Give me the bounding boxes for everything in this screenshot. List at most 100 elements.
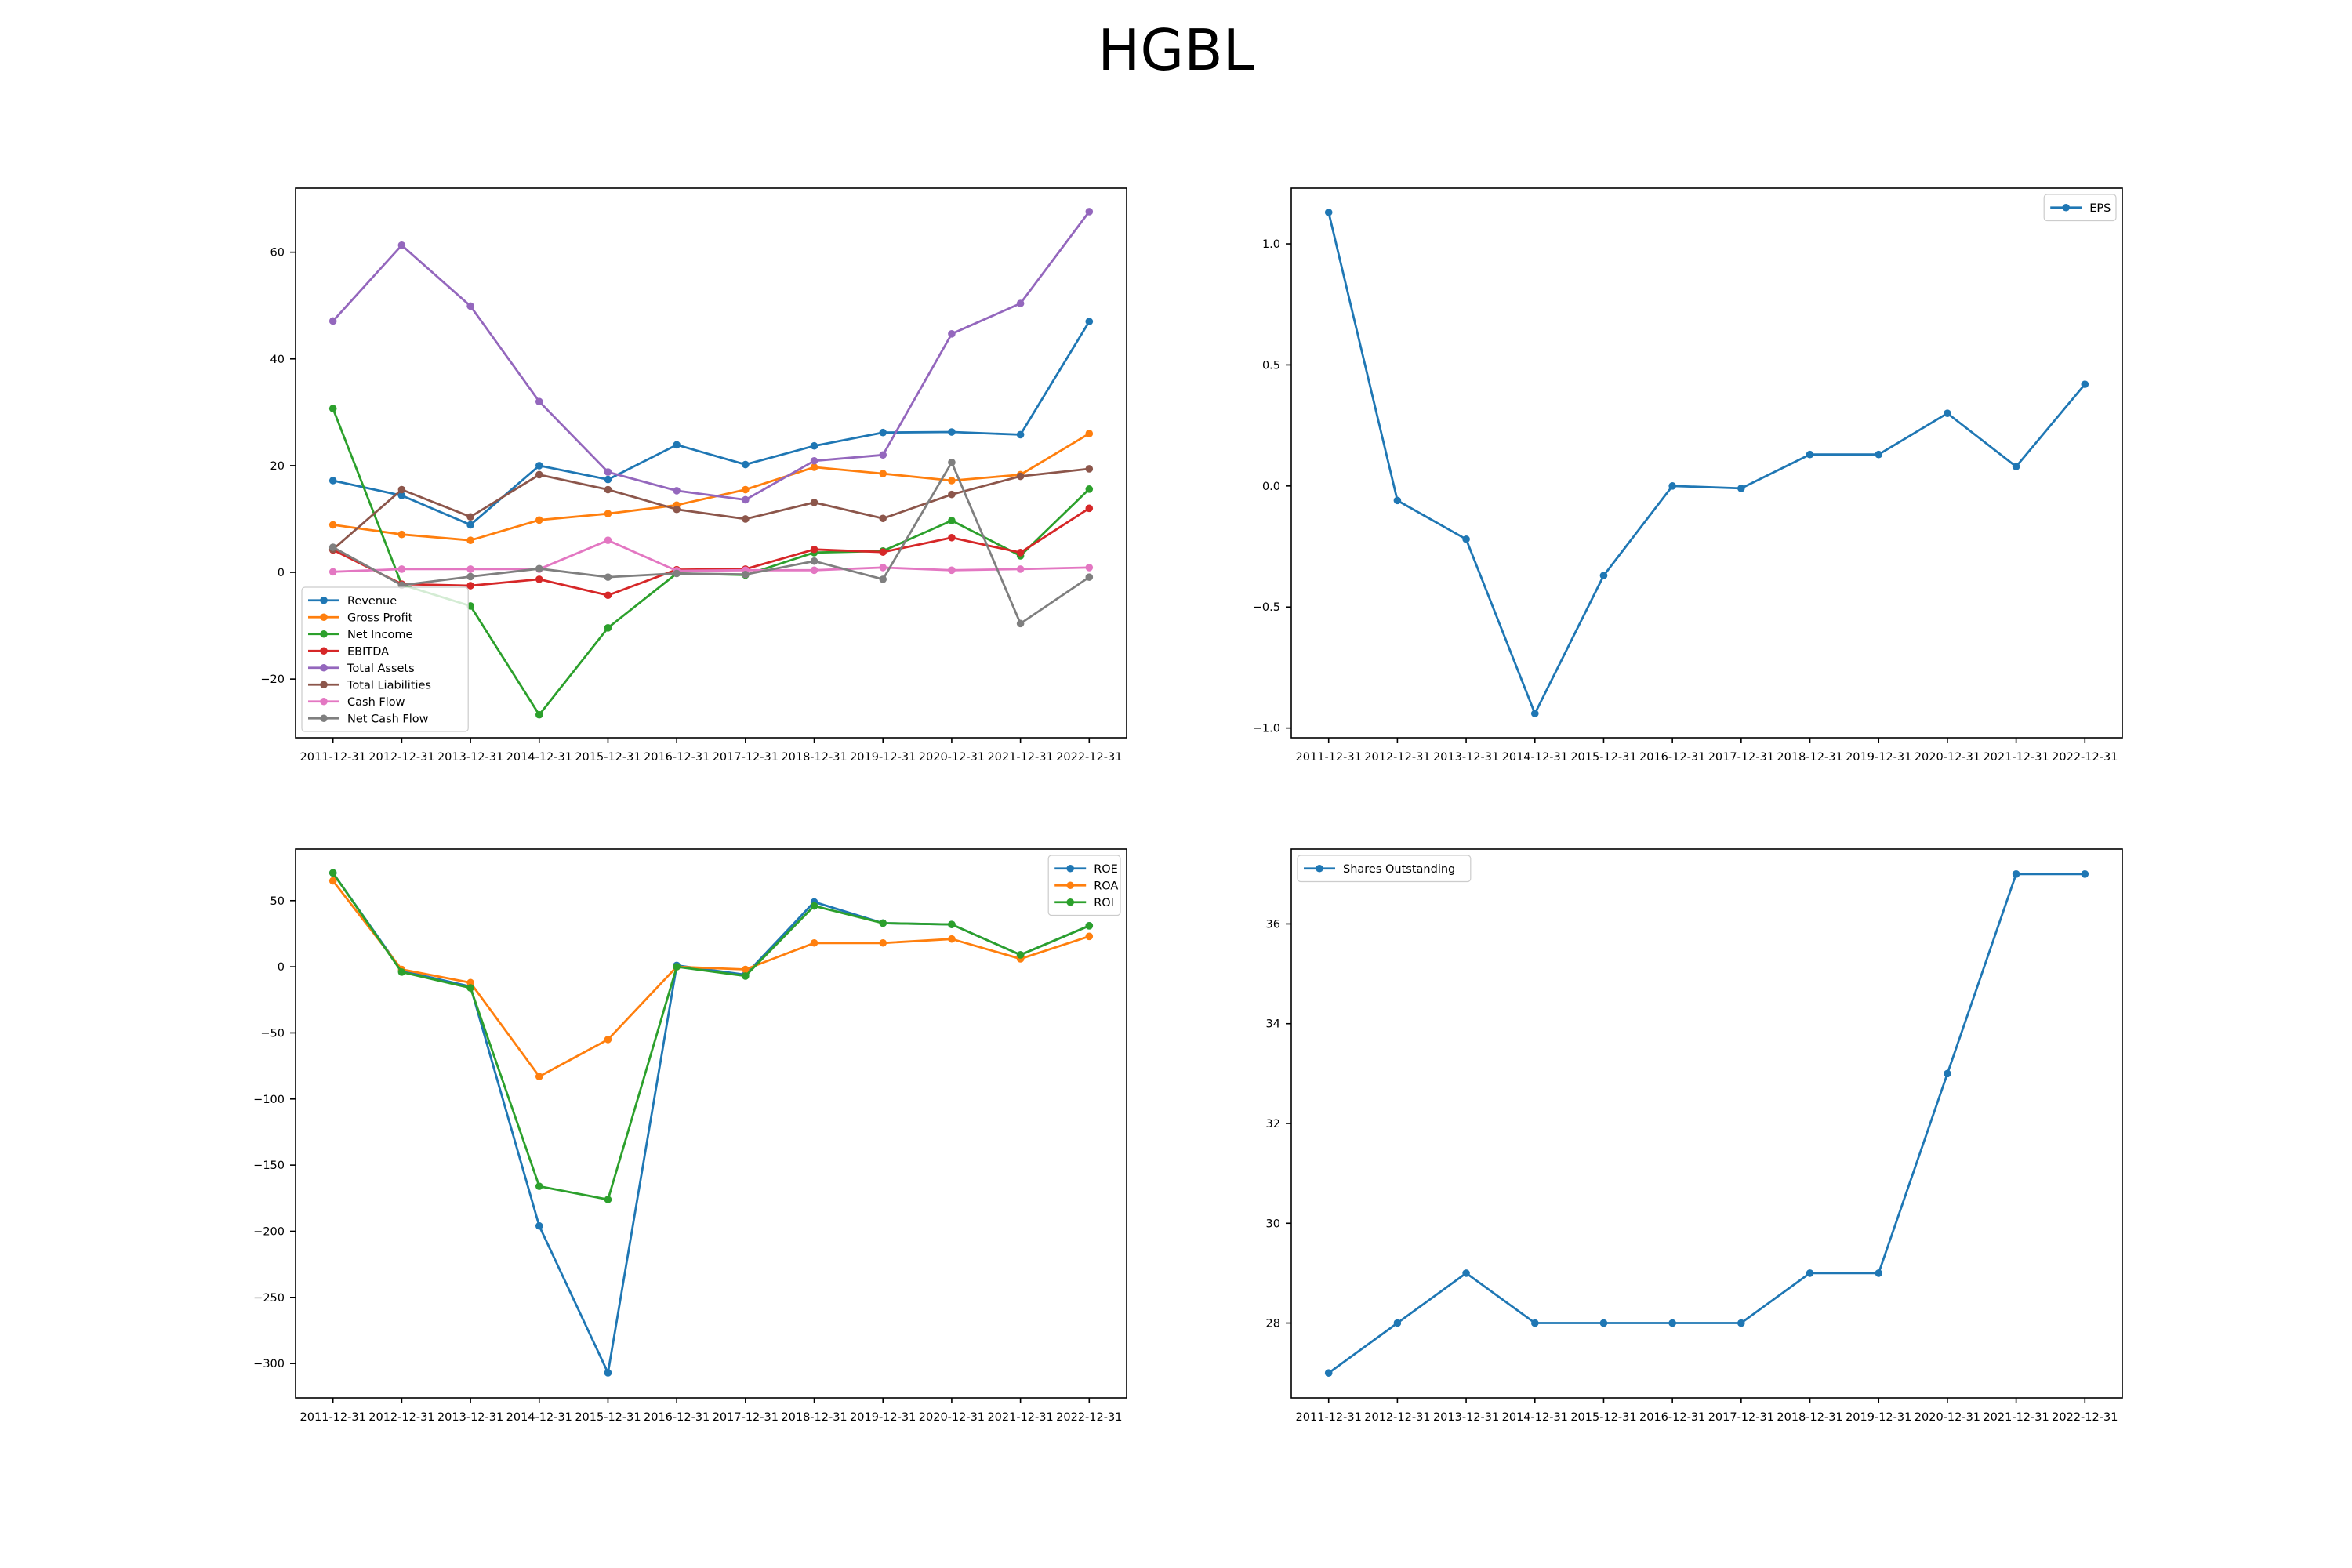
data-point	[948, 935, 956, 943]
data-point	[1530, 1319, 1539, 1327]
plot-frame	[295, 187, 1127, 739]
data-point	[879, 514, 887, 523]
data-point	[466, 302, 474, 310]
x-tick-label: 2016-12-31	[644, 1411, 710, 1424]
data-point	[1085, 485, 1094, 493]
x-tick-label: 2013-12-31	[1433, 1411, 1499, 1424]
x-tick-label: 2015-12-31	[575, 1411, 641, 1424]
data-point	[810, 441, 818, 450]
data-point	[1016, 565, 1025, 573]
data-point	[466, 582, 474, 590]
series-line-roa	[332, 880, 1090, 1078]
legend-item-cash-flow: Cash Flow	[308, 696, 405, 709]
data-point	[604, 475, 612, 484]
data-point	[1085, 922, 1094, 930]
x-tick-label: 2020-12-31	[919, 1411, 985, 1424]
data-point	[397, 492, 406, 499]
x-tick-label: 2014-12-31	[1502, 1411, 1568, 1424]
plot-frame	[295, 848, 1127, 1399]
legend-item-revenue: Revenue	[308, 595, 397, 608]
data-point	[535, 710, 543, 719]
y-tick-label: −1.0	[1253, 723, 1280, 735]
legend-marker	[320, 663, 328, 672]
x-tick-label: 2017-12-31	[1708, 1411, 1774, 1424]
data-point	[328, 405, 337, 412]
legend-label: Net Cash Flow	[347, 713, 429, 725]
data-point	[328, 568, 337, 576]
figure-title: HGBL	[1098, 17, 1254, 83]
legend-item-net-cash-flow: Net Cash Flow	[308, 713, 429, 725]
legend-item-total-liabilities: Total Liabilities	[308, 679, 431, 691]
data-point	[810, 456, 818, 465]
y-tick-label: 20	[270, 460, 285, 473]
x-tick-label: 2018-12-31	[781, 1411, 847, 1424]
series-line-roi	[332, 872, 1090, 1201]
chart-returns: 2011-12-31 2012-12-31 2013-12-31 2014-12-31…	[253, 848, 1127, 1424]
data-point	[604, 510, 612, 517]
data-point	[466, 513, 474, 521]
x-tick-label: 2015-12-31	[575, 751, 641, 764]
data-point	[328, 877, 337, 885]
legend-item-roe: ROE	[1054, 863, 1118, 876]
data-point	[1016, 299, 1025, 307]
data-point	[673, 487, 681, 495]
data-point	[328, 477, 337, 485]
data-point	[1944, 409, 1951, 417]
y-tick-label: 50	[270, 895, 285, 908]
x-tick-label: 2022-12-31	[2052, 751, 2118, 764]
legend-box	[301, 586, 469, 732]
x-tick-label: 2015-12-31	[1570, 751, 1636, 764]
x-tick-label: 2016-12-31	[1639, 751, 1705, 764]
x-tick-label: 2013-12-31	[437, 751, 503, 764]
x-tick-label: 2021-12-31	[1983, 1411, 2049, 1424]
data-point	[1016, 430, 1025, 439]
y-tick-label: −150	[253, 1160, 285, 1172]
data-point	[673, 441, 681, 449]
y-tick-label: 36	[1266, 918, 1280, 931]
data-point	[1737, 485, 1745, 492]
series-roe	[328, 869, 1094, 1377]
data-point	[742, 515, 750, 523]
data-point	[742, 485, 750, 494]
y-tick-label: 0.0	[1262, 481, 1280, 493]
series-roi	[328, 869, 1094, 1203]
series-eps	[1324, 209, 2089, 717]
data-point	[948, 920, 956, 928]
data-point	[879, 470, 887, 477]
data-point	[466, 536, 474, 544]
data-point	[535, 516, 543, 524]
x-tick-label: 2017-12-31	[713, 751, 779, 764]
legend-marker	[1316, 864, 1323, 873]
chart-shares-outstanding: 2011-12-31 2012-12-31 2013-12-31 2014-12-31…	[1266, 848, 2123, 1424]
legend-marker	[1066, 864, 1074, 873]
data-point	[397, 241, 406, 249]
x-tick-label: 2012-12-31	[1364, 1411, 1430, 1424]
x-tick-label: 2015-12-31	[1570, 1411, 1636, 1424]
data-point	[328, 869, 337, 877]
data-point	[1085, 465, 1094, 473]
data-point	[535, 397, 543, 406]
data-point	[1668, 1319, 1676, 1327]
data-point	[673, 963, 681, 971]
series-net-cash-flow	[328, 459, 1094, 628]
data-point	[879, 548, 887, 556]
data-point	[328, 543, 337, 551]
data-point	[742, 972, 750, 980]
data-point	[466, 565, 474, 573]
data-point	[810, 499, 818, 506]
legend: Revenue Gross Profit Net Income EBITDA Total…	[301, 586, 469, 732]
legend-item-total-assets: Total Assets	[308, 662, 415, 675]
data-point	[948, 517, 956, 524]
legend-label: Total Liabilities	[347, 679, 431, 691]
y-tick-label: −50	[260, 1027, 285, 1040]
data-point	[742, 570, 750, 579]
legend: ROE ROA ROI	[1047, 855, 1121, 916]
data-point	[1016, 619, 1025, 628]
legend-label: Shares Outstanding	[1343, 863, 1455, 876]
data-point	[1806, 1269, 1814, 1277]
data-point	[879, 575, 887, 583]
legend-item-net-income: Net Income	[308, 629, 412, 641]
data-point	[1668, 482, 1676, 490]
data-point	[535, 1182, 543, 1190]
